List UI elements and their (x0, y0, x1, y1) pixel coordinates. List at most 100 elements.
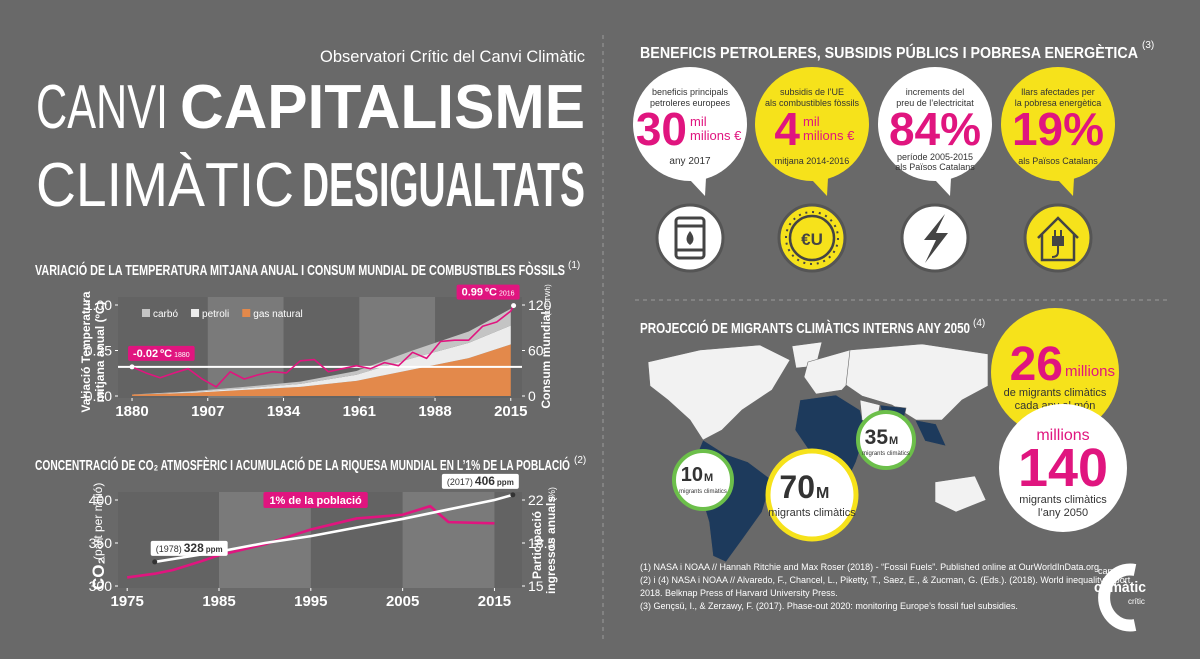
x-tick-label: 2015 (494, 403, 527, 420)
footnote-ref: (3) (1142, 40, 1154, 51)
stat-detail: als Països Catalans (1018, 156, 1098, 166)
title-word: DESIGUALTATS (302, 151, 585, 220)
annual-number: 26 (1010, 338, 1063, 391)
chart: carbó petroli gas natural 1880 1907 1934 1961 1… (80, 284, 552, 420)
stat-unit: milions € (690, 128, 742, 143)
icon-eu-coin: €U (777, 203, 847, 273)
x-tick-label: 1907 (191, 403, 224, 420)
bubble-tail (1058, 178, 1074, 196)
annotation-box (128, 345, 195, 361)
region-caption: migrants climàtics (768, 507, 856, 519)
annotation-text: (2017) (447, 477, 473, 487)
chart-title: VARIACIÓ DE LA TEMPERATURA MITJANA ANUAL… (35, 261, 565, 279)
logo-text: canvi (1098, 566, 1119, 576)
source: (3) Gençsü, I., & Zerzawy, F. (2017). Ph… (640, 601, 1018, 611)
legend-label: carbó (153, 309, 178, 320)
region-unit: M (816, 485, 829, 502)
y2-axis-title: ingressos anuals (544, 496, 558, 594)
annotation-text: ºC (485, 287, 497, 299)
annotation-box (150, 540, 228, 556)
footnote-ref: (4) (973, 318, 985, 329)
stat-detail: als Països Catalans (895, 162, 975, 172)
annotation-text: 328 (184, 541, 204, 555)
plot-band (402, 492, 495, 588)
y2-tick-label: 60 (528, 343, 544, 359)
region-number: 70 (779, 469, 815, 505)
total-migrants: millions 140 migrants climàtics l’any 20… (999, 404, 1127, 532)
icon-lightning (900, 203, 970, 273)
stat-caption: preu de l’electricitat (896, 98, 974, 108)
annotation-text: 2016 (499, 291, 515, 298)
chart: 1% de la població 1975 1985 1995 2005 2015 300… (89, 473, 555, 610)
region-unit: M (704, 472, 713, 484)
x-tick-label: 1961 (343, 403, 376, 420)
stat-caption: als combustibles fòssils (765, 98, 860, 108)
stat-caption: petroleres europees (650, 98, 731, 108)
footnote-ref: (1) (568, 260, 580, 271)
organization: Observatori Crític del Canvi Climàtic (320, 47, 585, 66)
y2-tick-label: 120 (528, 297, 552, 313)
total-caption: migrants climàtics (1019, 494, 1107, 506)
stat-unit: mil (803, 114, 820, 129)
annotation-text: -0.02 (133, 348, 158, 360)
stat-caption: llars afectades per (1021, 87, 1095, 97)
x-tick-label: 1880 (115, 403, 148, 420)
region-caption: migrants climàtics (679, 489, 727, 495)
stat-bubble: increments del preu de l’electricitat 84… (878, 67, 992, 196)
y2-tick-label: 15 (528, 578, 544, 594)
y2-tick-label: 22 (528, 492, 544, 508)
stat-caption: increments del (906, 87, 965, 97)
coin-label: €U (801, 230, 823, 249)
legend-swatch (191, 309, 200, 317)
stacked-area (132, 344, 511, 396)
title-word: CLIMÀTIC (36, 151, 294, 220)
y2-axis-unit: (%) (547, 487, 557, 501)
line-series (127, 504, 495, 579)
bubble (633, 67, 747, 181)
annotation-point (510, 492, 516, 498)
y2-axis-title: Consum mundial (539, 311, 553, 408)
stat-bubble: subsidis de l’UE als combustibles fòssil… (755, 67, 869, 196)
stat-number: 4 (774, 103, 800, 155)
stat-caption: la pobresa energètica (1015, 98, 1102, 108)
region-circle: 70 M migrants climàtics (765, 448, 859, 542)
annotation-box (456, 284, 520, 300)
annotation-point (152, 559, 158, 565)
y-axis-unit: (part per milió) (91, 483, 105, 560)
x-tick-label: 1975 (110, 593, 143, 610)
title-word: CAPITALISME (180, 73, 585, 142)
annotation-box (441, 473, 519, 489)
y2-axis-title: Participació (530, 511, 544, 579)
region-number: 35 (865, 426, 889, 449)
stat-bubble: beneficis principals petroleres europees… (633, 67, 747, 196)
y-axis-title: mitjana anual (ºC) (93, 301, 107, 402)
series-label: 1% de la població (269, 495, 362, 507)
stat-caption: beneficis principals (652, 87, 729, 97)
x-tick-label: 1995 (294, 593, 327, 610)
bubble-tail (690, 178, 706, 196)
y-tick-label: 400 (89, 492, 113, 508)
annotation-point (129, 364, 135, 370)
bubble (878, 67, 992, 181)
stacked-area (132, 325, 511, 395)
x-tick-label: 2015 (478, 593, 511, 610)
stat-number: 30 (636, 103, 687, 155)
line-series (154, 493, 514, 564)
legend-label: petroli (202, 309, 229, 320)
stat-unit: mil (690, 114, 707, 129)
legend-label: gas natural (253, 309, 302, 320)
logo-text: climàtic (1094, 579, 1146, 596)
region-number: 10 (681, 464, 703, 486)
legend-swatch (142, 309, 150, 317)
title-word: CANVI (36, 73, 168, 142)
y-tick-label: 0.25 (85, 343, 112, 359)
y2-axis-unit: (10³ TWh) (545, 284, 552, 315)
section-title: BENEFICIS PETROLERES, SUBSIDIS PÚBLICS I… (640, 43, 1138, 62)
source: 2018. Belknap Press of Harvard Universit… (640, 588, 838, 598)
annotation-text: 406 (475, 474, 495, 488)
annual-unit: millions (1065, 363, 1115, 380)
annotation-text: 0.99 (462, 287, 483, 299)
source: (2) i (4) NASA i NOAA // Alvaredo, F., C… (640, 575, 1131, 585)
stat-number: 84% (889, 103, 981, 155)
